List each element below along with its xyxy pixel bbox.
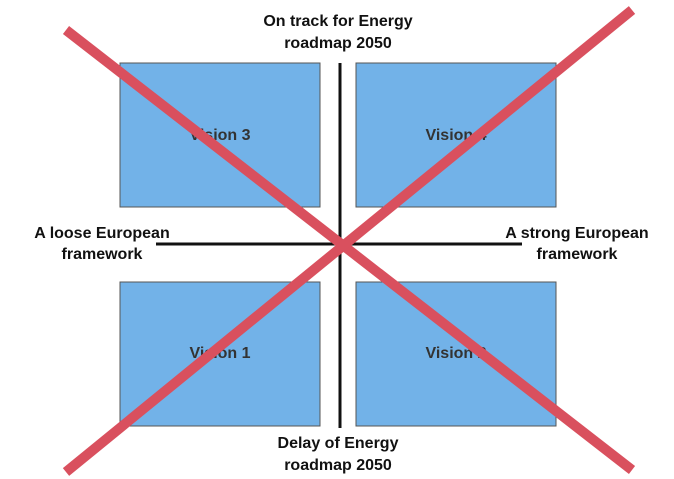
quadrant-box [119, 62, 321, 208]
cross-line [62, 26, 636, 474]
axis-label: On track for Energy [263, 13, 412, 30]
quadrant-box [355, 281, 557, 427]
quadrant-box [355, 62, 557, 208]
axis-label: Delay of Energy [278, 435, 399, 452]
cross-line [62, 6, 636, 476]
axis-label: A loose European [34, 225, 169, 242]
axis-label: framework [62, 246, 143, 263]
axis-label: roadmap 2050 [284, 457, 392, 474]
axis-label: roadmap 2050 [284, 35, 392, 52]
axis-label: A strong European [505, 225, 648, 242]
axis-label: framework [537, 246, 618, 263]
